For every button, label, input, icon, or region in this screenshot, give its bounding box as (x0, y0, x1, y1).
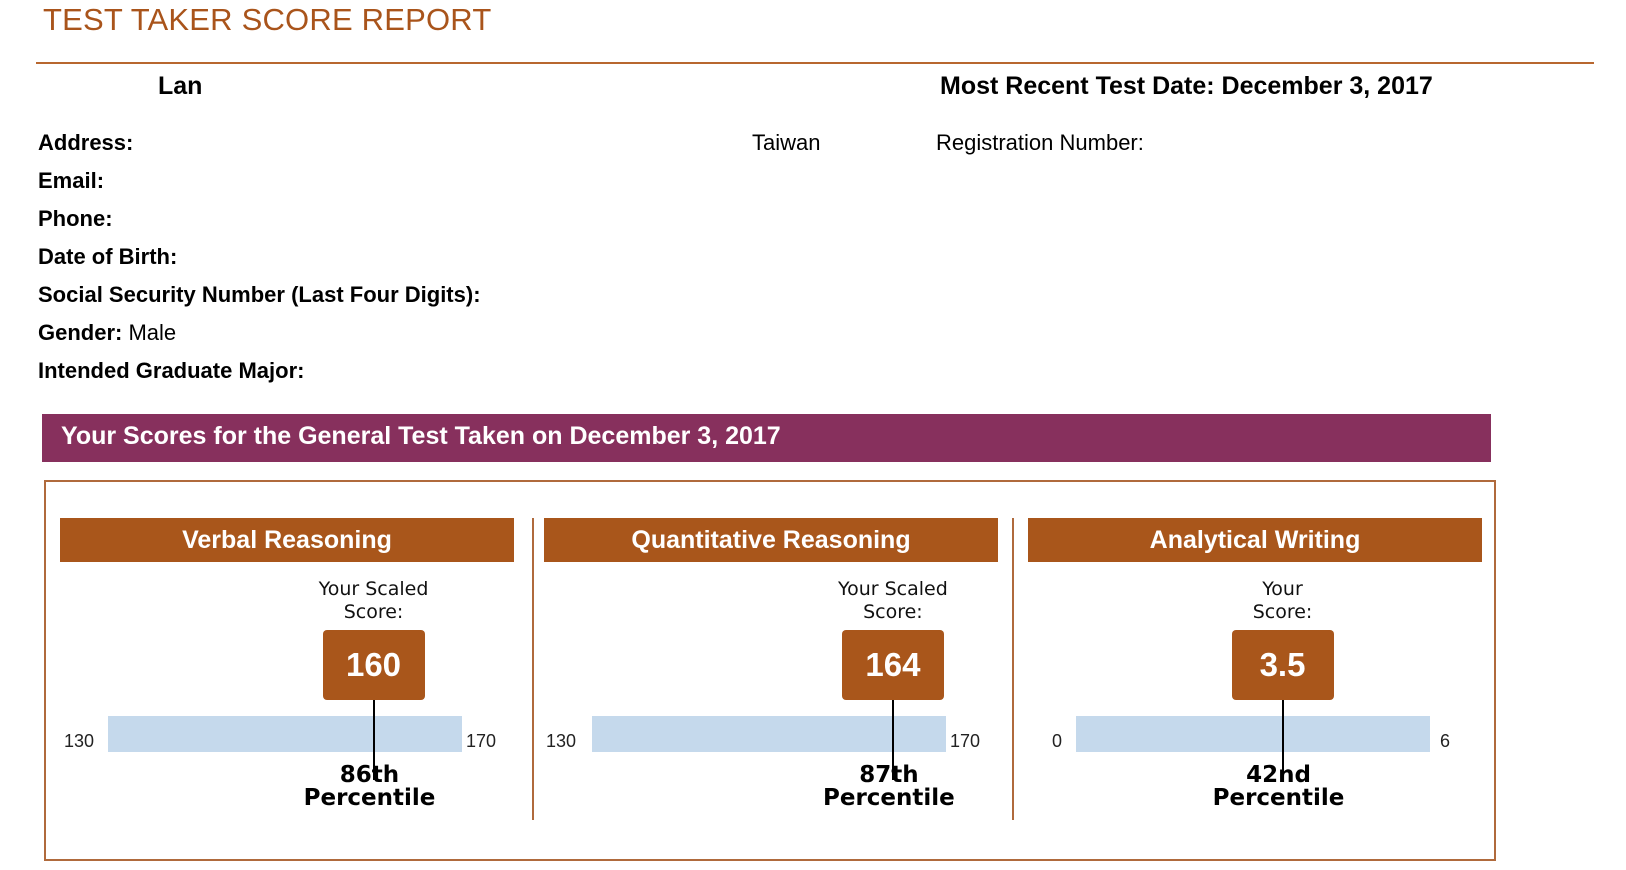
phone-row: Phone: (38, 206, 113, 232)
major-label: Intended Graduate Major: (38, 358, 305, 383)
ssn-row: Social Security Number (Last Four Digits… (38, 282, 481, 308)
score-marker (1281, 700, 1284, 780)
percentile-value: 87th (859, 762, 919, 788)
gender-label: Gender: (38, 320, 123, 345)
candidate-name: Lan (158, 72, 203, 100)
ssn-label: Social Security Number (Last Four Digits… (38, 282, 481, 307)
registration-number-label: Registration Number: (936, 130, 1144, 155)
score-marker (891, 700, 894, 780)
gender-row: Gender: Male (38, 320, 176, 346)
scores-banner-title: Your Scores for the General Test Taken o… (61, 422, 781, 450)
percentile-label: 87th Percentile (809, 764, 969, 810)
dob-label: Date of Birth: (38, 244, 178, 269)
analytical-writing-panel: Analytical Writing Your Score: 3.5 0 6 4… (1028, 518, 1482, 848)
quantitative-reasoning-panel: Quantitative Reasoning Your Scaled Score… (544, 518, 998, 848)
address-value: Taiwan (752, 130, 821, 155)
section-header: Analytical Writing (1028, 518, 1482, 562)
scale-min-label: 130 (64, 731, 95, 751)
scale-min-label: 130 (546, 731, 577, 751)
percentile-label: 86th Percentile (290, 764, 450, 810)
section-header: Verbal Reasoning (60, 518, 514, 562)
percentile-value: 42nd (1246, 762, 1311, 788)
score-marker (372, 700, 375, 780)
most-recent-test-date: Most Recent Test Date: December 3, 2017 (940, 72, 1433, 100)
percentile-word: Percentile (1212, 785, 1345, 811)
score-caption-line: Your Scaled (318, 578, 429, 600)
section-header: Quantitative Reasoning (544, 518, 998, 562)
scores-frame (44, 480, 1496, 861)
major-row: Intended Graduate Major: (38, 358, 304, 384)
email-row: Email: (38, 168, 104, 194)
percentile-value: 86th (339, 762, 400, 788)
scale-min-label: 0 (1052, 731, 1063, 751)
percentile-word: Percentile (823, 785, 955, 811)
score-caption-line: Score: (863, 601, 923, 623)
dob-row: Date of Birth: (38, 244, 177, 270)
score-caption-line: Your Scaled (838, 578, 948, 600)
score-caption: Your Scaled Score: (813, 578, 973, 624)
phone-label: Phone: (38, 206, 113, 231)
score-box: 160 (322, 630, 425, 700)
scale-max-label: 170 (466, 731, 497, 751)
address-row: Address: (38, 130, 133, 156)
score-scale-bar (592, 716, 946, 752)
score-scale-bar (1076, 716, 1430, 752)
score-box: 3.5 (1231, 630, 1334, 700)
panel-separator (532, 518, 534, 820)
score-caption: Your Score: (1203, 578, 1363, 624)
score-caption-line: Score: (1252, 601, 1313, 623)
percentile-label: 42nd Percentile (1199, 764, 1359, 810)
gender-value: Male (128, 320, 177, 345)
email-label: Email: (38, 168, 105, 193)
address-label: Address: (38, 130, 134, 155)
scale-max-label: 170 (950, 731, 981, 751)
percentile-word: Percentile (303, 785, 436, 811)
report-title: TEST TAKER SCORE REPORT (43, 2, 492, 37)
score-scale-bar (108, 716, 462, 752)
score-caption: Your Scaled Score: (294, 578, 454, 624)
panel-separator (1012, 518, 1014, 820)
score-caption-line: Your (1262, 578, 1303, 600)
score-box: 164 (841, 630, 944, 700)
scale-max-label: 6 (1440, 731, 1451, 751)
score-caption-line: Score: (343, 601, 404, 623)
title-divider (36, 62, 1594, 64)
verbal-reasoning-panel: Verbal Reasoning Your Scaled Score: 160 … (60, 518, 514, 848)
scores-banner: Your Scores for the General Test Taken o… (42, 414, 1491, 462)
